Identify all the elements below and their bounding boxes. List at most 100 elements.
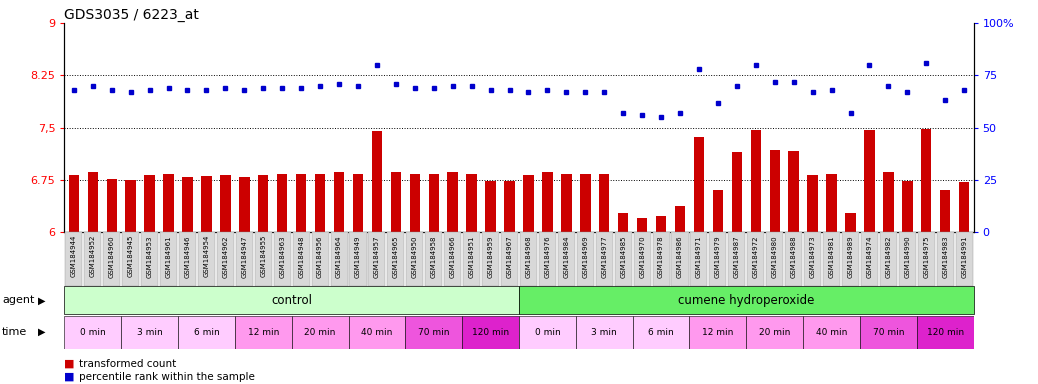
Text: 20 min: 20 min bbox=[304, 328, 335, 337]
Bar bbox=[576, 316, 632, 349]
Bar bbox=[201, 176, 212, 232]
Bar bbox=[520, 232, 537, 286]
Text: agent: agent bbox=[2, 295, 34, 305]
Bar bbox=[482, 232, 499, 286]
Text: GSM184983: GSM184983 bbox=[943, 235, 949, 278]
Bar bbox=[254, 232, 272, 286]
Bar bbox=[235, 316, 292, 349]
Bar bbox=[69, 175, 79, 232]
Bar bbox=[64, 316, 121, 349]
Bar bbox=[599, 174, 609, 232]
Bar bbox=[429, 174, 439, 232]
Bar bbox=[918, 232, 935, 286]
Bar bbox=[463, 232, 481, 286]
Bar bbox=[466, 174, 476, 232]
Bar bbox=[141, 232, 158, 286]
Bar bbox=[444, 232, 461, 286]
Bar bbox=[330, 232, 348, 286]
Text: GSM184990: GSM184990 bbox=[904, 235, 910, 278]
Text: GSM184946: GSM184946 bbox=[185, 235, 191, 278]
Bar bbox=[462, 316, 519, 349]
Bar bbox=[405, 316, 462, 349]
Text: ▶: ▶ bbox=[38, 327, 46, 337]
Bar bbox=[936, 232, 954, 286]
Bar bbox=[387, 232, 405, 286]
Text: GSM184950: GSM184950 bbox=[412, 235, 418, 278]
Text: 70 min: 70 min bbox=[873, 328, 904, 337]
Bar bbox=[426, 232, 442, 286]
Text: GSM184948: GSM184948 bbox=[298, 235, 304, 278]
Text: GSM184985: GSM184985 bbox=[620, 235, 626, 278]
Bar bbox=[803, 316, 859, 349]
Text: GSM184951: GSM184951 bbox=[468, 235, 474, 278]
Text: GDS3035 / 6223_at: GDS3035 / 6223_at bbox=[64, 8, 199, 22]
Text: ▶: ▶ bbox=[38, 295, 46, 305]
Bar bbox=[163, 174, 173, 232]
Bar bbox=[917, 316, 974, 349]
Text: GSM184979: GSM184979 bbox=[715, 235, 721, 278]
Bar bbox=[580, 174, 591, 232]
Bar bbox=[921, 129, 931, 232]
Text: 0 min: 0 min bbox=[535, 328, 561, 337]
Bar bbox=[368, 232, 385, 286]
Text: GSM184971: GSM184971 bbox=[695, 235, 702, 278]
Bar bbox=[618, 214, 628, 232]
Bar bbox=[690, 232, 708, 286]
Text: GSM184981: GSM184981 bbox=[828, 235, 835, 278]
Text: GSM184973: GSM184973 bbox=[810, 235, 816, 278]
Bar bbox=[126, 180, 136, 232]
Text: GSM184991: GSM184991 bbox=[961, 235, 967, 278]
Text: GSM184955: GSM184955 bbox=[261, 235, 267, 277]
Bar bbox=[542, 172, 552, 232]
Bar bbox=[293, 232, 309, 286]
Bar bbox=[84, 232, 102, 286]
Bar bbox=[353, 174, 363, 232]
Bar bbox=[239, 177, 249, 232]
Text: GSM184987: GSM184987 bbox=[734, 235, 740, 278]
Text: GSM184984: GSM184984 bbox=[564, 235, 570, 278]
Text: cumene hydroperoxide: cumene hydroperoxide bbox=[678, 294, 815, 306]
Bar bbox=[596, 232, 612, 286]
Text: GSM184974: GSM184974 bbox=[867, 235, 873, 278]
Bar bbox=[179, 232, 196, 286]
Bar bbox=[653, 232, 670, 286]
Bar bbox=[940, 190, 951, 232]
Text: ■: ■ bbox=[64, 359, 75, 369]
Bar bbox=[160, 232, 177, 286]
Text: GSM184956: GSM184956 bbox=[317, 235, 323, 278]
Text: GSM184978: GSM184978 bbox=[658, 235, 664, 278]
Bar bbox=[899, 232, 916, 286]
Bar bbox=[292, 316, 349, 349]
Bar bbox=[959, 182, 969, 232]
Bar bbox=[883, 172, 894, 232]
Bar bbox=[902, 181, 912, 232]
Text: GSM184954: GSM184954 bbox=[203, 235, 210, 277]
Text: GSM184969: GSM184969 bbox=[582, 235, 589, 278]
Bar bbox=[633, 232, 651, 286]
Bar bbox=[183, 177, 193, 232]
Text: GSM184944: GSM184944 bbox=[71, 235, 77, 277]
Bar bbox=[350, 232, 366, 286]
Bar bbox=[689, 316, 746, 349]
Bar bbox=[311, 232, 329, 286]
Bar bbox=[808, 175, 818, 232]
Bar bbox=[107, 179, 117, 232]
Bar bbox=[447, 172, 458, 232]
Bar bbox=[121, 316, 177, 349]
Bar bbox=[861, 232, 878, 286]
Bar bbox=[709, 232, 727, 286]
Bar bbox=[410, 174, 420, 232]
Bar bbox=[258, 175, 269, 232]
Bar bbox=[845, 214, 855, 232]
Text: GSM184947: GSM184947 bbox=[241, 235, 247, 278]
Text: GSM184962: GSM184962 bbox=[222, 235, 228, 278]
Bar bbox=[956, 232, 973, 286]
Bar bbox=[823, 232, 840, 286]
Text: GSM184970: GSM184970 bbox=[639, 235, 646, 278]
Bar bbox=[122, 232, 139, 286]
Bar bbox=[296, 174, 306, 232]
Text: GSM184952: GSM184952 bbox=[89, 235, 95, 277]
Text: 40 min: 40 min bbox=[361, 328, 392, 337]
Bar bbox=[144, 175, 155, 232]
Bar bbox=[406, 232, 424, 286]
